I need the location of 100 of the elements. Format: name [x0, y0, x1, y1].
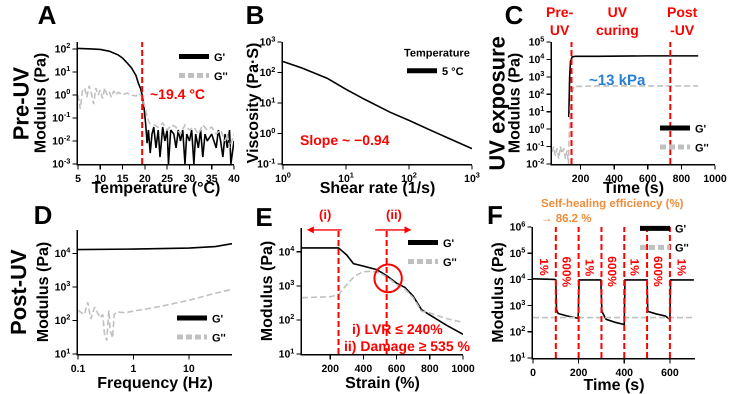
- text: Pre- UV: [546, 4, 574, 38]
- text: (ii): [386, 207, 402, 222]
- chart-title: F: [487, 200, 503, 230]
- y-tick-label: 10$^{3}$: [528, 69, 544, 84]
- y-axis-title: Modulus (Pa): [258, 240, 276, 342]
- chart-title: B: [246, 0, 264, 30]
- y-tick-label: 10$^{4}$: [528, 52, 546, 66]
- annotation: 1%: [582, 258, 596, 277]
- y-tick-label: 10$^{-2}$: [526, 156, 544, 171]
- annotation: 600%: [604, 256, 619, 288]
- x-tick-label: 1000: [451, 363, 475, 376]
- legend-label: G': [443, 238, 455, 250]
- legend-label: G'': [214, 70, 228, 83]
- legend-label: G': [212, 313, 224, 326]
- x-tick-label: 400: [354, 363, 372, 376]
- x-tick-label: 25: [161, 173, 174, 186]
- annotation: 600%: [651, 256, 666, 288]
- text: Post-UV: [6, 249, 31, 335]
- annotation: ii) Damage ≥ 535 %: [344, 338, 471, 354]
- y-tick-label: 10$^{2}$: [528, 86, 544, 101]
- y-tick-label: 10$^{1}$: [54, 64, 70, 79]
- y-tick-label: 10$^{4}$: [54, 246, 72, 260]
- text: UV curing: [596, 4, 639, 38]
- y-tick-label: 10$^{2}$: [278, 312, 294, 327]
- x-tick-label: 400: [616, 367, 634, 380]
- y-tick-label: 10$^{2}$: [54, 312, 70, 328]
- y-tick-label: 10$^{2}$: [510, 324, 526, 338]
- annotation: 1%: [536, 258, 551, 276]
- x-tick-label: 0: [530, 367, 536, 380]
- x-tick-label: 40: [228, 173, 240, 186]
- y-tick-label: 10$^{0}$: [528, 121, 544, 136]
- y-tick-label: 10$^{5}$: [510, 245, 526, 260]
- y-tick-label: 10$^{0}$: [54, 87, 70, 102]
- x-tick-label: 200: [570, 367, 588, 380]
- legend-title: Temperature: [404, 47, 470, 60]
- legend-label: G'': [212, 332, 226, 344]
- y-tick-label: 10$^{3}$: [510, 298, 526, 312]
- legend-label: G': [675, 224, 687, 236]
- x-tick-label: 200: [572, 173, 590, 186]
- legend-label: 5 °C: [442, 66, 464, 78]
- y-axis-title: Modulus (Pa): [32, 52, 50, 154]
- y-tick-label: 10$^{1}$: [528, 104, 544, 118]
- legend-label: G': [695, 123, 707, 136]
- y-tick-label: 10$^{1}$: [278, 346, 294, 361]
- y-axis-title: Modulus (Pa): [34, 242, 52, 342]
- y-axis-title: Modulus (Pa): [490, 242, 507, 343]
- x-tick-label: 10$^{1}$: [338, 170, 354, 186]
- x-tick-label: 0.1: [70, 363, 86, 376]
- x-tick-label: 20: [139, 173, 151, 186]
- line-series: [78, 85, 234, 149]
- legend-label: G': [214, 52, 226, 64]
- x-tick-label: 200: [321, 363, 340, 376]
- x-axis-title: Strain (%): [345, 375, 420, 392]
- x-axis-title: Frequency (Hz): [97, 375, 213, 392]
- text: Pre-UV: [8, 66, 34, 140]
- text: Self-healing efficiency (%) → 86.2 %: [541, 198, 684, 225]
- y-tick-label: 10$^{6}$: [510, 219, 526, 234]
- legend-label: G'': [443, 256, 458, 269]
- chart-title: E: [255, 202, 273, 232]
- y-tick-label: 10$^{1}$: [54, 346, 70, 361]
- x-tick-label: 15: [116, 173, 129, 186]
- y-tick-label: 10$^{1}$: [510, 350, 526, 365]
- text: Post -UV: [667, 4, 698, 38]
- x-tick-label: 800: [421, 363, 439, 376]
- y-tick-label: 10$^{4}$: [278, 244, 296, 258]
- y-tick-label: 10$^{3}$: [278, 278, 294, 293]
- y-tick-label: 10$^{-1}$: [52, 110, 70, 125]
- legend-label: G'': [695, 142, 710, 154]
- y-tick-label: 10$^{-2}$: [52, 133, 70, 148]
- x-tick-label: 800: [672, 173, 690, 186]
- text: (i): [319, 207, 332, 222]
- y-tick-label: 10$^{3}$: [54, 279, 70, 294]
- y-tick-label: 10$^{5}$: [528, 34, 544, 49]
- y-tick-label: 10$^{-3}$: [52, 156, 70, 171]
- annotation: 600%: [560, 256, 574, 288]
- x-tick-label: 600: [661, 367, 679, 380]
- chart-title: D: [34, 200, 52, 230]
- y-tick-label: 10$^{4}$: [510, 272, 526, 286]
- y-tick-label: 10$^{-1}$: [526, 138, 544, 154]
- y-tick-label: 10$^{1}$: [260, 95, 276, 110]
- ref-line-label: ~19.4 °C: [150, 86, 206, 102]
- x-tick-label: 600: [388, 363, 406, 376]
- chart-title: A: [38, 0, 57, 30]
- y-tick-label: 10$^{2}$: [54, 41, 70, 56]
- x-tick-label: 1: [130, 363, 137, 376]
- chart-title: C: [504, 0, 524, 30]
- y-tick-label: 10$^{0}$: [260, 126, 276, 140]
- x-tick-label: 10: [183, 363, 195, 376]
- x-axis-title: Time (s): [583, 377, 645, 394]
- x-tick-label: 10$^{3}$: [464, 170, 480, 186]
- annotation: 1%: [674, 258, 689, 276]
- line-series: [568, 55, 699, 118]
- y-tick-label: 10$^{2}$: [260, 64, 276, 80]
- x-tick-label: 1000: [703, 173, 727, 186]
- annotation: ~13 kPa: [589, 72, 646, 89]
- annotation: 1%: [628, 258, 642, 276]
- x-tick-label: 5: [75, 173, 82, 186]
- annotation: i) LVR ≤ 240%: [352, 321, 444, 337]
- annotation: Slope ~ −0.94: [300, 132, 390, 148]
- legend-label: G'': [675, 242, 690, 255]
